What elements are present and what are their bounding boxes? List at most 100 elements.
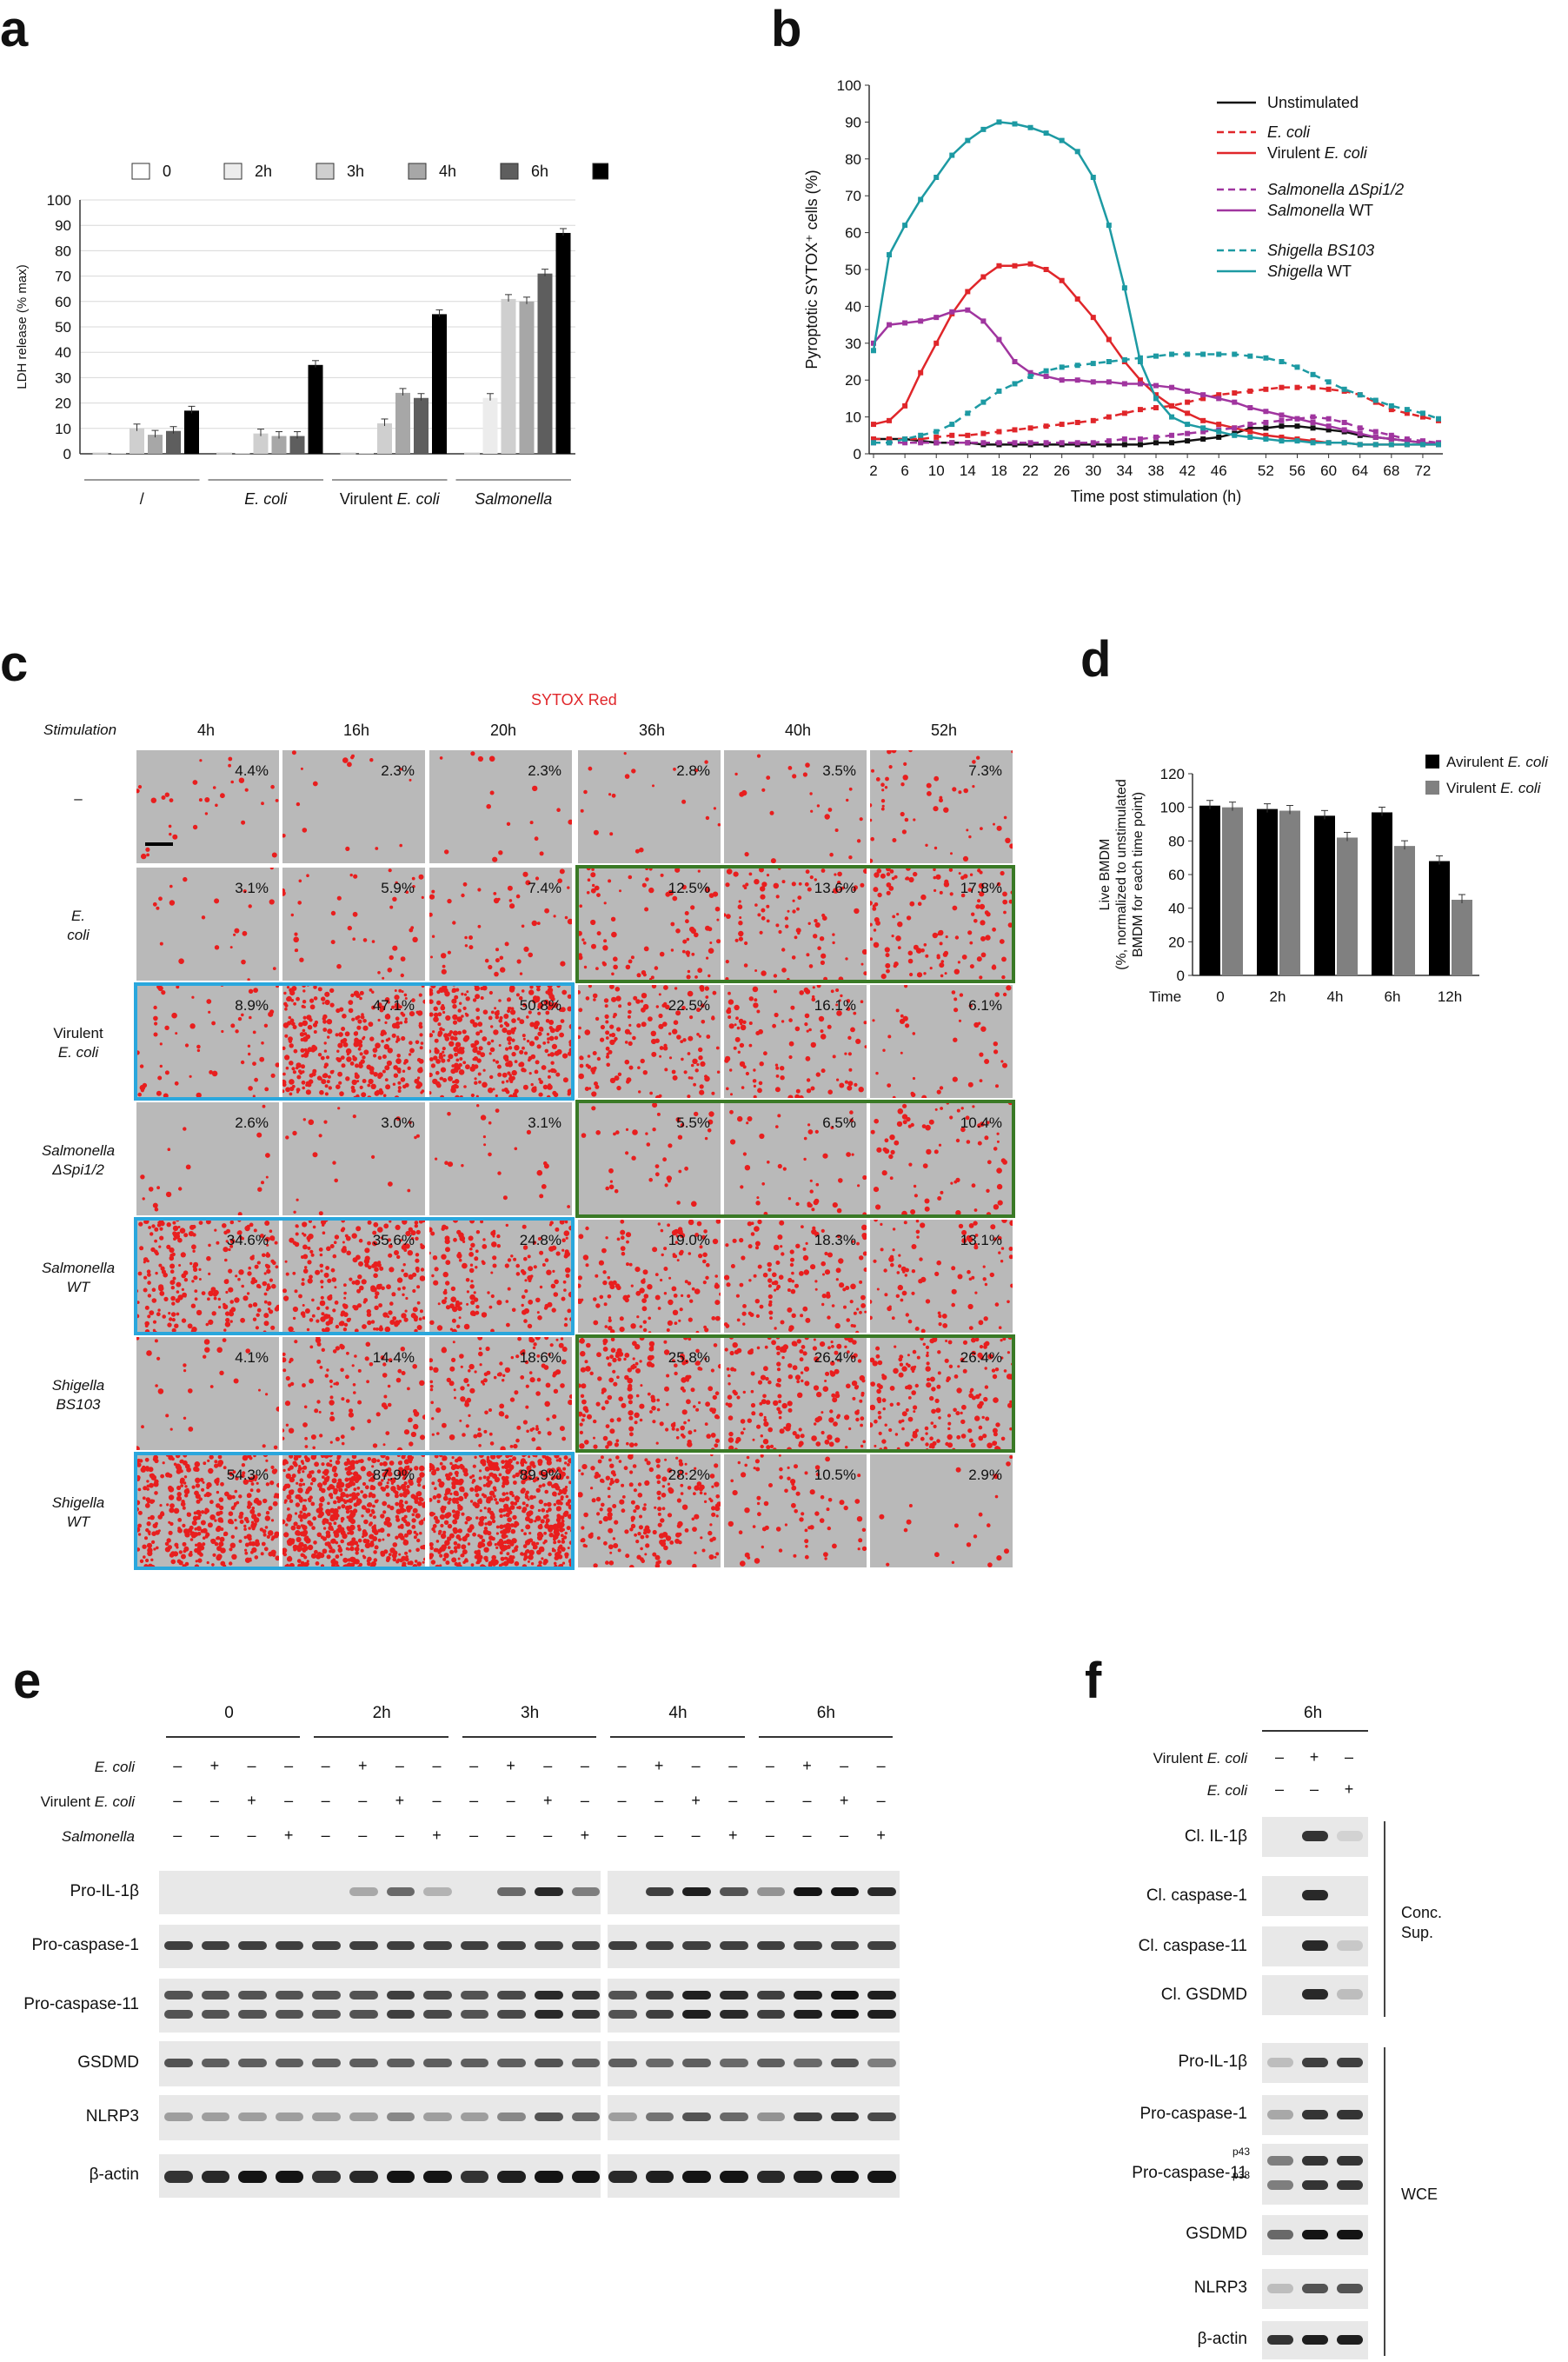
- sytox-dot: [271, 1468, 277, 1474]
- sytox-dot: [787, 977, 790, 981]
- sytox-dot: [263, 1300, 268, 1304]
- sytox-dot: [282, 1468, 286, 1473]
- sytox-dot: [143, 1486, 148, 1491]
- sytox-dot: [794, 1434, 801, 1440]
- sytox-dot: [323, 1041, 327, 1045]
- sytox-dot: [319, 1263, 324, 1268]
- sytox-dot: [830, 989, 834, 994]
- sytox-dot: [561, 1347, 568, 1352]
- sytox-dot: [399, 1021, 403, 1025]
- ytick-a-90: 90: [55, 217, 71, 234]
- sytox-dot: [678, 1169, 682, 1174]
- sytox-dot: [726, 1087, 729, 1091]
- sytox-dot: [466, 1397, 472, 1403]
- sytox-dot: [931, 1387, 936, 1392]
- sytox-dot: [947, 1442, 953, 1448]
- sytox-dot: [302, 985, 306, 988]
- sytox-dot: [455, 1058, 460, 1062]
- sytox-dot: [345, 1494, 349, 1498]
- sytox-dot: [523, 1256, 528, 1261]
- sytox-dot: [357, 1368, 362, 1373]
- sytox-dot: [796, 907, 800, 911]
- sytox-dot: [885, 953, 890, 958]
- sytox-dot: [602, 961, 607, 967]
- point-b-6-26: [1279, 438, 1285, 444]
- sytox-dot: [309, 1378, 314, 1384]
- sytox-dot: [256, 1481, 259, 1485]
- sytox-dot: [775, 1066, 780, 1070]
- sytox-dot: [444, 1239, 450, 1245]
- sytox-dot: [175, 1032, 178, 1035]
- sytox-dot: [187, 1323, 193, 1329]
- point-b-1-13: [1074, 419, 1080, 425]
- sytox-dot: [736, 1395, 741, 1400]
- bar-a-3-1: [482, 397, 498, 454]
- sytox-dot: [754, 1241, 761, 1247]
- sytox-dot: [442, 1010, 446, 1015]
- ytick-a-0: 0: [63, 446, 71, 462]
- sytox-dot: [489, 1047, 495, 1053]
- sytox-dot: [729, 1350, 734, 1356]
- sytox-dot: [756, 1196, 760, 1200]
- sytox-dot: [674, 1241, 679, 1244]
- sytox-dot: [690, 1063, 694, 1068]
- sytox-dot: [1007, 1102, 1013, 1106]
- sytox-dot: [615, 995, 621, 1001]
- sytox-dot: [618, 1004, 622, 1008]
- sytox-dot: [468, 1363, 475, 1370]
- sytox-dot: [181, 1554, 186, 1560]
- sytox-dot: [1011, 1362, 1013, 1366]
- sytox-dot: [971, 1350, 976, 1356]
- point-b-5-14: [1090, 361, 1096, 367]
- sytox-dot: [529, 1274, 534, 1278]
- sytox-dot: [656, 1112, 661, 1116]
- sytox-dot: [933, 1149, 939, 1154]
- sytox-dot: [658, 993, 661, 996]
- sytox-dot: [917, 902, 922, 906]
- sytox-dot: [169, 1503, 175, 1508]
- sytox-dot: [381, 1479, 384, 1482]
- sytox-dot: [225, 1240, 229, 1243]
- sytox-dot: [508, 1094, 514, 1098]
- sytox-dot: [806, 1078, 811, 1082]
- sytox-dot: [794, 1094, 801, 1098]
- sytox-dot: [415, 1040, 420, 1045]
- sytox-dot: [194, 1564, 200, 1567]
- sytox-dot: [254, 1077, 258, 1082]
- sytox-dot: [639, 1325, 643, 1328]
- sytox-dot: [874, 1444, 877, 1447]
- sytox-dot: [177, 1237, 183, 1243]
- point-b-2-21: [1200, 417, 1206, 423]
- sytox-dot: [709, 941, 713, 944]
- sytox-dot: [507, 997, 511, 1002]
- sytox-dot: [479, 1363, 482, 1367]
- sytox-dot: [405, 890, 409, 894]
- sytox-dot: [740, 1419, 746, 1424]
- point-b-4-4: [933, 315, 940, 321]
- sytox-dot: [568, 1394, 572, 1399]
- sytox-dot: [382, 1443, 386, 1447]
- sytox-dot: [544, 908, 549, 914]
- sytox-dot: [373, 1327, 376, 1331]
- sytox-dot: [681, 799, 687, 804]
- sytox-dot: [475, 1015, 481, 1021]
- sytox-dot: [888, 1154, 894, 1160]
- sytox-dot: [329, 1415, 336, 1422]
- sytox-dot: [344, 1234, 349, 1238]
- sytox-dot: [814, 1422, 817, 1426]
- microscopy-image-1-3: 12.5%: [578, 868, 721, 981]
- sytox-dot: [185, 1164, 191, 1170]
- sytox-dot: [737, 1050, 741, 1054]
- legend-label-b-2: Virulent E. coli: [1267, 144, 1368, 162]
- sytox-dot: [245, 1520, 249, 1524]
- sytox-dot: [621, 1251, 626, 1256]
- point-b-5-23: [1232, 351, 1238, 357]
- sytox-dot: [541, 1065, 547, 1070]
- sytox-dot: [470, 1280, 474, 1283]
- sytox-dot: [246, 1493, 252, 1499]
- sytox-dot: [159, 1287, 163, 1292]
- sytox-dot: [997, 1200, 1003, 1206]
- sytox-dot: [898, 1264, 902, 1268]
- sytox-dot: [886, 868, 891, 872]
- sytox-dot: [700, 1061, 706, 1067]
